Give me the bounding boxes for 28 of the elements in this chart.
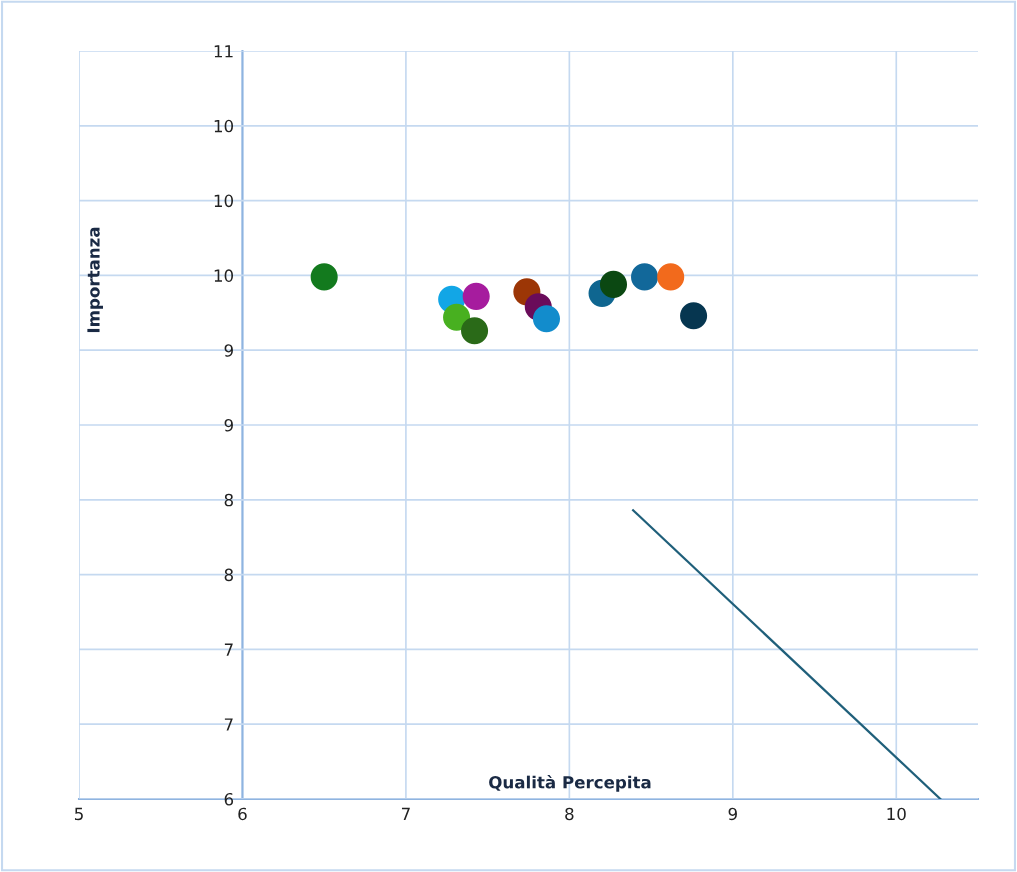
y-tick-label: 8	[224, 493, 233, 507]
point	[443, 303, 471, 331]
y-axis-title: Importanza	[87, 227, 103, 333]
point	[631, 263, 659, 291]
y-tick-label: 9	[224, 344, 233, 357]
point	[532, 305, 561, 333]
y-tick-label: 10	[214, 269, 234, 282]
point	[310, 263, 338, 291]
point	[680, 302, 708, 330]
y-tick-label: 8	[224, 568, 233, 582]
x-tick-label: 7	[401, 807, 410, 820]
x-tick-label: 6	[238, 807, 247, 821]
x-tick-label: 8	[565, 807, 574, 821]
y-tick-label: 7	[224, 718, 233, 731]
x-tick-label: 9	[728, 807, 737, 821]
y-tick-label: 7	[224, 643, 233, 656]
y-tick-label: 9	[224, 418, 233, 432]
point	[462, 282, 490, 310]
x-tick-label: 5	[74, 807, 83, 821]
point	[657, 263, 685, 291]
y-tick-label: 6	[224, 792, 234, 806]
x-axis-title: Qualità Percepita	[489, 775, 651, 792]
y-tick-label: 11	[214, 45, 233, 58]
point	[599, 270, 628, 298]
point	[461, 317, 489, 345]
y-tick-label: 10	[214, 119, 234, 133]
y-tick-label: 10	[214, 194, 234, 208]
x-tick-label: 10	[887, 807, 906, 821]
